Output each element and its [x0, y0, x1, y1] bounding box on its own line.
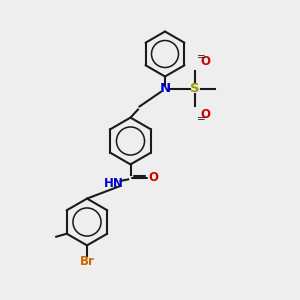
Text: Br: Br [80, 255, 94, 268]
Text: =: = [196, 52, 205, 62]
Text: S: S [190, 82, 200, 95]
Text: =: = [196, 114, 205, 124]
Text: O: O [200, 108, 211, 122]
Text: O: O [200, 55, 211, 68]
Text: HN: HN [104, 177, 124, 190]
Text: O: O [148, 171, 158, 184]
Text: N: N [159, 82, 171, 95]
